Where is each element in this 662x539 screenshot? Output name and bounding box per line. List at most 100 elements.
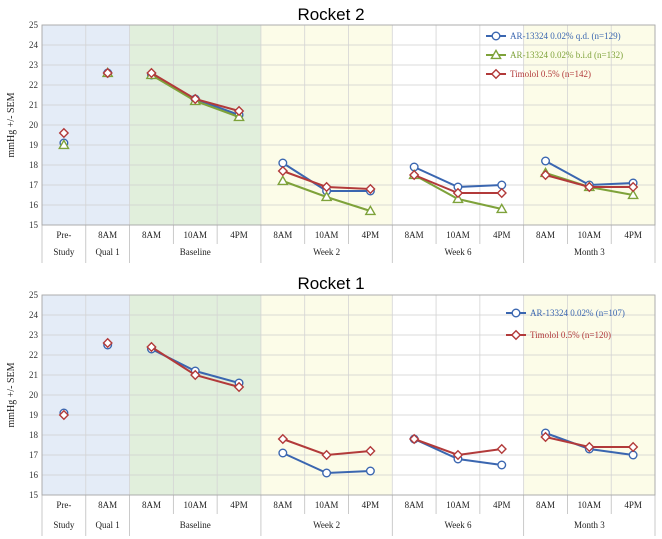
x-tick-label: 10AM [446,500,470,510]
x-group-label: Week 6 [444,520,472,530]
y-tick-label: 20 [29,390,39,400]
data-point [190,369,201,381]
y-tick-label: 23 [29,330,39,340]
data-point [278,448,288,458]
data-point [365,183,376,195]
y-tick-label: 22 [29,350,38,360]
data-point [584,441,595,453]
x-tick-label: 4PM [230,500,248,510]
y-tick-label: 19 [29,410,39,420]
data-point [233,105,245,117]
data-point [497,460,507,470]
x-tick-label: 10AM [183,500,207,510]
data-point [58,138,70,150]
data-point [452,192,464,204]
x-tick-label: 8AM [142,500,161,510]
data-point [102,67,113,79]
y-tick-label: 17 [29,450,39,460]
legend-item: AR-13324 0.02% (n=107) [506,308,625,318]
x-tick-label: 4PM [493,500,511,510]
y-tick-label: 17 [29,180,39,190]
data-point [452,187,464,199]
x-tick-label: 8AM [142,230,161,240]
x-group-label: Baseline [180,247,211,257]
y-tick-label: 16 [29,200,39,210]
legend-item: AR-13324 0.02% b.i.d (n=132) [486,48,623,60]
plot-border [41,24,656,226]
series-1 [58,337,639,461]
data-point [497,180,507,190]
x-tick-label: 8AM [98,230,117,240]
legend-item: Timolol 0.5% (n=120) [506,329,611,341]
data-point [540,431,551,443]
y-tick-label: 21 [29,100,38,110]
y-tick-label: 21 [29,370,38,380]
data-point [365,445,376,457]
data-point [627,181,639,193]
x-tick-label: 4PM [624,500,642,510]
y-tick-label: 23 [29,60,39,70]
data-point [321,449,332,461]
x-tick-label: 4PM [624,230,642,240]
data-point [277,165,289,177]
data-point [190,93,201,105]
data-point [452,449,464,461]
data-point [58,127,70,139]
x-group-label: Qual 1 [96,247,120,257]
x-tick-label: 10AM [578,500,602,510]
legend-marker [490,68,502,80]
plot-border [41,294,656,496]
data-point [365,466,375,476]
data-point [364,204,377,216]
x-tick-label: 10AM [578,230,602,240]
legend-label: AR-13324 0.02% b.i.d (n=132) [510,50,623,60]
legend-marker [511,308,521,318]
x-group-label: Week 6 [444,247,472,257]
x-tick-label: 10AM [446,230,470,240]
y-tick-label: 20 [29,120,39,130]
data-point [628,450,638,460]
x-tick-label: 10AM [315,500,339,510]
x-tick-label: 8AM [536,230,555,240]
y-tick-label: 15 [29,220,39,230]
y-tick-label: 16 [29,470,39,480]
data-point [102,337,113,349]
data-point [277,174,289,186]
x-group-label: Baseline [180,520,211,530]
data-point [233,381,245,393]
y-tick-label: 24 [29,40,39,50]
data-point [496,187,507,199]
x-tick-label: 8AM [273,500,292,510]
x-tick-label: Pre- [56,230,71,240]
y-tick-label: 18 [29,430,39,440]
x-group-label: Week 2 [313,247,340,257]
x-group-label: Study [53,247,75,257]
legend-marker [510,329,522,341]
data-point [495,202,508,214]
data-point [277,433,289,445]
x-tick-label: 8AM [536,500,555,510]
data-point [627,441,639,453]
x-group-label: Study [53,520,75,530]
x-tick-label: 8AM [273,230,292,240]
data-point [627,188,639,200]
legend-label: Timolol 0.5% (n=142) [510,69,591,79]
data-point [278,158,288,168]
legend-item: Timolol 0.5% (n=142) [486,68,591,80]
x-tick-label: 4PM [230,230,248,240]
legend-label: AR-13324 0.02% q.d. (n=129) [510,31,621,41]
x-group-label: Month 3 [574,247,605,257]
legend: AR-13324 0.02% (n=107) Timolol 0.5% (n=12… [506,308,625,341]
data-point [584,181,595,193]
data-point [541,156,551,166]
series-2 [58,67,639,199]
data-point [408,433,420,445]
data-point [496,443,507,455]
legend: AR-13324 0.02% q.d. (n=129) AR-13324 0.02… [486,31,623,80]
data-point [322,468,332,478]
legend-label: Timolol 0.5% (n=120) [530,330,611,340]
legend-label: AR-13324 0.02% (n=107) [530,308,625,318]
x-tick-label: 8AM [405,500,424,510]
chart-rocket-1: 15 16 17 18 19 20 21 22 23 24 25 Pre- 8AM 8AM 10AM 4PM 8… [6,274,656,536]
